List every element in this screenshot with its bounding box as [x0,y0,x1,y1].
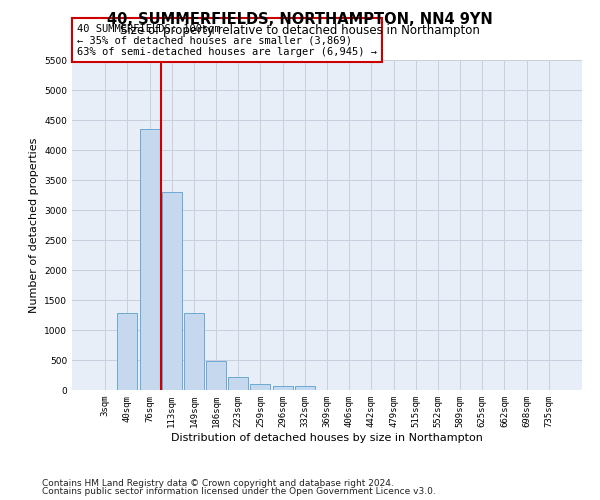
Bar [295,386,315,390]
Text: Contains HM Land Registry data © Crown copyright and database right 2024.: Contains HM Land Registry data © Crown c… [42,478,394,488]
Bar [250,384,271,390]
X-axis label: Distribution of detached houses by size in Northampton: Distribution of detached houses by size … [171,432,483,442]
Bar [228,378,248,390]
Bar [206,361,226,390]
Bar [118,313,137,390]
Text: 40, SUMMERFIELDS, NORTHAMPTON, NN4 9YN: 40, SUMMERFIELDS, NORTHAMPTON, NN4 9YN [107,12,493,28]
Text: 40 SUMMERFIELDS: 100sqm
← 35% of detached houses are smaller (3,869)
63% of semi: 40 SUMMERFIELDS: 100sqm ← 35% of detache… [77,24,377,56]
Bar [272,386,293,390]
Y-axis label: Number of detached properties: Number of detached properties [29,138,38,312]
Text: Size of property relative to detached houses in Northampton: Size of property relative to detached ho… [120,24,480,37]
Bar [140,129,160,390]
Bar [162,192,182,390]
Bar [184,313,204,390]
Text: Contains public sector information licensed under the Open Government Licence v3: Contains public sector information licen… [42,487,436,496]
